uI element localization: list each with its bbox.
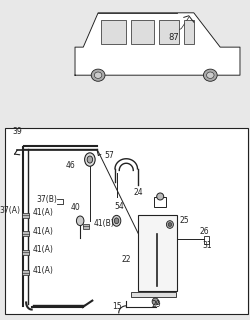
Bar <box>83 224 89 229</box>
Bar <box>159 20 179 44</box>
Text: 46: 46 <box>66 161 75 170</box>
Text: 25: 25 <box>180 216 189 225</box>
Ellipse shape <box>157 193 164 200</box>
Ellipse shape <box>168 223 172 227</box>
Bar <box>5 128 248 314</box>
Bar <box>22 213 29 218</box>
Text: 54: 54 <box>114 202 124 211</box>
Text: 29: 29 <box>152 300 162 309</box>
Polygon shape <box>75 13 240 75</box>
Ellipse shape <box>112 215 121 226</box>
Ellipse shape <box>84 153 95 166</box>
Bar <box>22 270 29 275</box>
Bar <box>22 231 29 236</box>
Text: 24: 24 <box>134 188 143 197</box>
Ellipse shape <box>91 69 105 81</box>
Text: 41(A): 41(A) <box>33 227 54 236</box>
Text: 15: 15 <box>112 302 121 311</box>
Text: 87: 87 <box>168 33 179 42</box>
Text: 41(A): 41(A) <box>33 245 54 254</box>
Ellipse shape <box>76 216 84 226</box>
Text: 39: 39 <box>12 127 22 136</box>
Bar <box>131 20 154 44</box>
Text: 37(B): 37(B) <box>36 195 58 204</box>
Text: 22: 22 <box>122 255 131 264</box>
Ellipse shape <box>94 72 102 78</box>
Bar <box>102 20 126 44</box>
Ellipse shape <box>114 218 119 224</box>
Bar <box>154 197 166 207</box>
Bar <box>204 236 209 244</box>
Bar <box>138 214 177 291</box>
Ellipse shape <box>204 69 217 81</box>
Ellipse shape <box>152 298 158 305</box>
Text: 26: 26 <box>199 227 209 236</box>
Text: 57: 57 <box>104 151 114 160</box>
Text: 40: 40 <box>70 203 80 212</box>
Text: 41(A): 41(A) <box>33 266 54 275</box>
Text: 41(A): 41(A) <box>33 208 54 217</box>
Ellipse shape <box>166 221 173 228</box>
Text: 41(B): 41(B) <box>94 220 114 228</box>
Text: 31: 31 <box>202 241 212 250</box>
Ellipse shape <box>206 72 214 78</box>
Bar <box>22 250 29 255</box>
Bar <box>184 20 194 44</box>
Ellipse shape <box>87 156 92 163</box>
Text: 37(A): 37(A) <box>0 206 20 215</box>
Bar <box>131 292 176 297</box>
